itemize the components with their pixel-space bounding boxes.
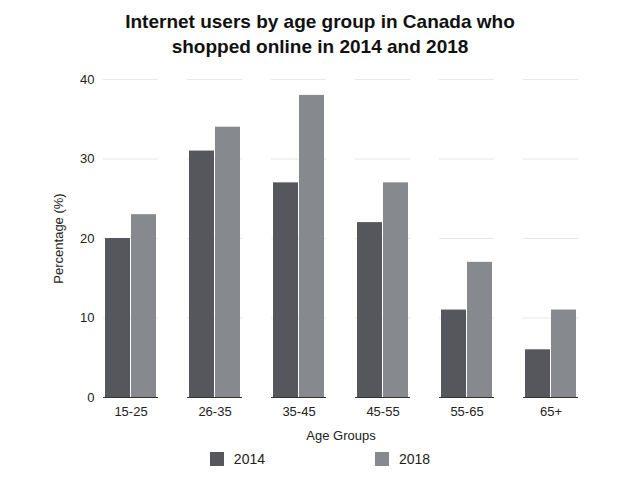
svg-text:45-55: 45-55: [366, 404, 399, 419]
svg-text:10: 10: [80, 311, 94, 326]
svg-text:35-45: 35-45: [282, 404, 315, 419]
svg-text:15-25: 15-25: [114, 404, 147, 419]
svg-text:30: 30: [80, 152, 94, 167]
svg-text:26-35: 26-35: [198, 404, 231, 419]
svg-text:40: 40: [80, 72, 94, 87]
svg-text:20: 20: [80, 231, 94, 246]
html-text:2018: 2018: [399, 451, 431, 468]
svg-text:Percentage (%): Percentage (%): [51, 194, 66, 284]
svg-text:55-65: 55-65: [450, 404, 483, 419]
html-text:2014: 2014: [233, 451, 265, 468]
html-text:Internet users by age group in: Internet users by age group in Canada wh…: [125, 11, 515, 57]
svg-text:0: 0: [87, 390, 94, 405]
svg-text:65+: 65+: [540, 404, 562, 419]
svg-text:Age Groups: Age Groups: [306, 428, 376, 443]
